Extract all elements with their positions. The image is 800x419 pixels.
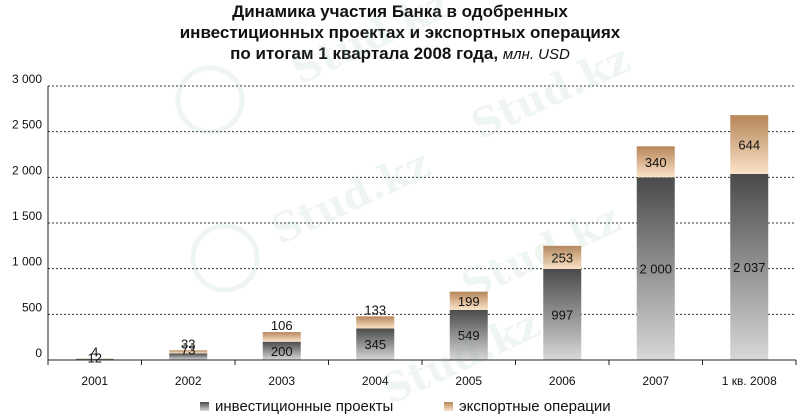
bar-invest-2007 (636, 177, 675, 360)
value-label-invest: 997 (551, 307, 573, 322)
bar-invest-1-кв-2008 (730, 173, 769, 360)
y-tick-label: 2 000 (12, 163, 42, 177)
bar-invest-2003 (262, 341, 301, 360)
title-line-3-text: по итогам 1 квартала 2008 года, (230, 44, 499, 63)
value-label-export: 133 (364, 302, 386, 317)
title-unit: млн. USD (502, 46, 570, 63)
value-label-invest: 12 (88, 351, 102, 366)
legend-label-export: экспортные операции (459, 398, 611, 415)
x-tick-label: 2007 (642, 374, 669, 388)
value-label-invest: 73 (181, 342, 195, 357)
value-label-export: 644 (738, 138, 760, 153)
bar-invest-2001 (75, 358, 114, 360)
x-tick-label: 2001 (81, 374, 108, 388)
bar-export-2006 (543, 245, 582, 269)
x-tick-label: 2006 (549, 374, 576, 388)
legend-label-invest: инвестиционные проекты (215, 398, 393, 415)
y-tick-label: 500 (22, 300, 42, 314)
legend: инвестиционные проекты экспортные операци… (200, 398, 611, 415)
title-line-1: Динамика участия Банка в одобренных (232, 2, 568, 21)
bar-export-2003 (262, 332, 301, 342)
bar-invest-2006 (543, 268, 582, 360)
legend-swatch-invest (200, 402, 209, 411)
y-tick-label: 0 (35, 346, 42, 360)
value-label-invest: 549 (458, 328, 480, 343)
chart-title: Динамика участия Банка в одобренных инве… (0, 1, 800, 65)
value-label-invest: 345 (364, 337, 386, 352)
value-label-export: 199 (458, 294, 480, 309)
bar-export-2007 (636, 146, 675, 178)
value-label-invest: 2 000 (639, 262, 672, 277)
bar-export-2002 (169, 350, 208, 354)
value-label-export: 340 (645, 155, 667, 170)
value-label-export: 4 (91, 345, 98, 360)
value-label-export: 106 (271, 318, 293, 333)
y-tick-label: 3 000 (12, 72, 42, 86)
x-tick-label: 2004 (362, 374, 389, 388)
value-label-export: 33 (181, 336, 195, 351)
y-tick-label: 1 000 (12, 255, 42, 269)
bar-export-2004 (356, 316, 395, 329)
title-line-3: по итогам 1 квартала 2008 года, млн. USD (0, 43, 800, 65)
bar-invest-2005 (449, 309, 488, 360)
x-tick-label: 2005 (455, 374, 482, 388)
legend-swatch-export (444, 402, 453, 411)
gridlines (48, 85, 796, 315)
y-tick-label: 1 500 (12, 209, 42, 223)
x-tick-label: 2003 (268, 374, 295, 388)
axes: 0 500 1 000 1 500 2 000 2 500 3 000 2001 2002 200… (12, 72, 797, 388)
y-tick-label: 2 500 (12, 118, 42, 132)
x-tick-label: 1 кв. 2008 (722, 374, 777, 388)
bar-export-2005 (449, 291, 488, 310)
title-line-2: инвестиционных проектах и экспортных опе… (179, 23, 621, 42)
bar-invest-2002 (169, 353, 208, 360)
value-label-invest: 2 037 (733, 260, 766, 275)
x-tick-label: 2002 (175, 374, 202, 388)
value-label-invest: 200 (271, 344, 293, 359)
bar-invest-2004 (356, 328, 395, 360)
bars (75, 115, 769, 360)
bar-export-1-кв-2008 (730, 115, 769, 174)
value-label-export: 253 (551, 250, 573, 265)
